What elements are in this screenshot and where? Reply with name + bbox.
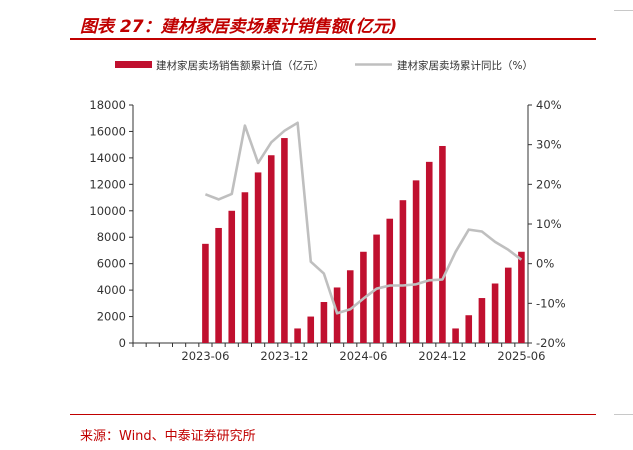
- y-tick-label-right: 0%: [536, 257, 554, 271]
- x-tick-label: 2024-06: [339, 349, 387, 363]
- divider: [614, 414, 633, 415]
- y-tick-label-right: 10%: [536, 217, 562, 231]
- bar: [307, 316, 315, 343]
- bar: [241, 192, 249, 343]
- bar: [320, 302, 328, 343]
- x-tick-label: 2024-12: [418, 349, 466, 363]
- line-series: [204, 121, 523, 315]
- y-tick-label-left: 0: [119, 336, 126, 350]
- y-tick-label-left: 10000: [89, 204, 126, 218]
- bar: [491, 283, 499, 343]
- y-tick-label-left: 12000: [89, 177, 126, 191]
- bar: [439, 145, 446, 343]
- bar: [465, 315, 473, 343]
- chart-legend: 建材家居卖场销售额累计值（亿元） 建材家居卖场累计同比（%）: [115, 59, 533, 72]
- chart-svg: 建材家居卖场销售额累计值（亿元） 建材家居卖场累计同比（%） 0 2000 4000…: [89, 59, 565, 363]
- y-tick-label-right: 40%: [536, 98, 562, 112]
- legend-bar-label: 建材家居卖场销售额累计值（亿元）: [156, 59, 324, 72]
- bar: [478, 298, 486, 343]
- bar: [294, 328, 301, 343]
- bar: [281, 138, 288, 343]
- source-divider: [70, 414, 596, 415]
- y-tick-label-left: 4000: [97, 283, 126, 297]
- bar: [346, 270, 354, 343]
- bar: [504, 267, 512, 343]
- y-tick-label-left: 14000: [89, 151, 126, 165]
- bar: [518, 251, 525, 343]
- bar: [202, 243, 209, 343]
- bar: [386, 218, 394, 343]
- y-tick-label-left: 6000: [97, 257, 126, 271]
- x-tick-label: 2023-06: [181, 349, 229, 363]
- figure-title: 图表 27：建材家居卖场累计销售额(亿元): [80, 17, 398, 37]
- source-note: 来源：Wind、中泰证券研究所: [80, 429, 256, 444]
- x-tick-label: 2023-12: [260, 349, 308, 363]
- bar-series: [202, 138, 525, 343]
- y-tick-label-right: 20%: [536, 177, 562, 191]
- chart-axes: 0 2000 4000 6000 8000 10000 12000 14000 16000 180…: [89, 98, 565, 363]
- y-tick-label-left: 16000: [89, 124, 126, 138]
- legend-bar-swatch: [115, 61, 152, 68]
- bar: [412, 180, 420, 343]
- x-tick-label: 2025-06: [497, 349, 545, 363]
- bar: [215, 227, 222, 343]
- y-tick-label-left: 18000: [89, 98, 126, 112]
- bar: [254, 172, 262, 343]
- bar: [399, 200, 407, 343]
- figure-title-bar: 图表 27：建材家居卖场累计销售额(亿元): [70, 8, 596, 40]
- bar: [333, 287, 341, 343]
- y-tick-label-left: 2000: [97, 310, 126, 324]
- yoy-line: [204, 121, 523, 315]
- bar: [452, 328, 459, 343]
- legend-line-label: 建材家居卖场累计同比（%）: [397, 59, 533, 72]
- bar: [228, 210, 236, 343]
- y-tick-label-right: 30%: [536, 138, 562, 152]
- y-tick-label-right: -10%: [536, 296, 566, 310]
- bar: [425, 161, 433, 343]
- bar: [267, 155, 275, 343]
- divider: [614, 10, 633, 11]
- y-tick-label-left: 8000: [97, 230, 126, 244]
- y-tick-label-right: -20%: [536, 336, 566, 350]
